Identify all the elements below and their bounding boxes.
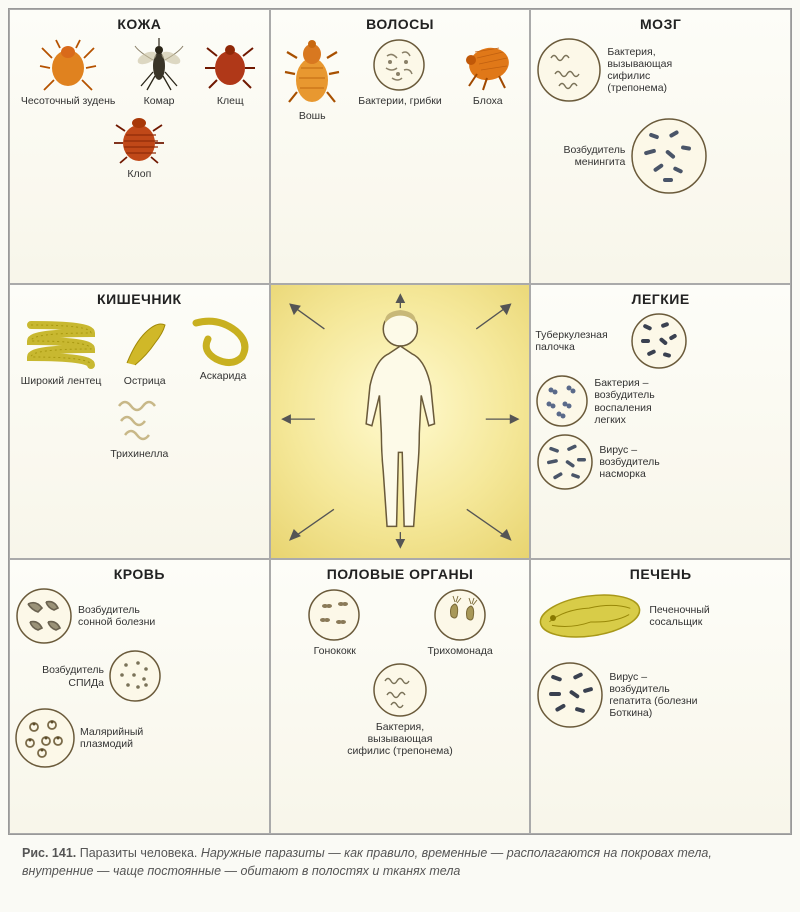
item-trichinella: Трихинелла <box>109 391 169 460</box>
label-flea: Блоха <box>473 95 503 107</box>
page: КОЖА Чесоточный зудень Комар <box>0 0 800 888</box>
label-mite: Чесоточный зудень <box>21 95 116 107</box>
micro-rods2-icon <box>535 432 595 492</box>
micro-spiral-icon-2 <box>371 661 429 719</box>
micro-flagella-icon <box>14 586 74 646</box>
label-sleeping: Возбудитель сонной болезни <box>78 604 168 628</box>
label-tick: Клещ <box>217 95 244 107</box>
label-fluke: Печеночный сосальщик <box>649 604 739 628</box>
micro-pairs-icon <box>307 588 362 643</box>
mite-icon <box>38 38 98 93</box>
figure-caption: Рис. 141. Паразиты человека. Наружные па… <box>8 835 792 880</box>
micro-rods3-icon <box>535 660 605 730</box>
row-malaria: Малярийный плазмодий <box>14 707 265 769</box>
tick-icon <box>203 38 258 93</box>
micro-dots-icon <box>108 649 163 704</box>
cell-title-blood: КРОВЬ <box>14 566 265 582</box>
row-fluke: Печеночный сосальщик <box>535 586 786 646</box>
micro-mixed-icon <box>372 38 427 93</box>
label-tb: Туберкулезная палочка <box>535 329 625 353</box>
item-mosquito: Комар <box>129 38 189 107</box>
cell-title-intestine: КИШЕЧНИК <box>14 291 265 307</box>
cell-blood: КРОВЬ Возбудитель сонной болезни Возбуди… <box>9 559 270 834</box>
cell-lungs: ЛЕГКИЕ Туберкулезная палочка Бактерия – … <box>530 284 791 559</box>
item-bedbug: Клоп <box>112 111 167 180</box>
label-syphilis-gen: Бактерия, вызывающая сифилис (трепонема) <box>345 721 455 757</box>
cell-title-lungs: ЛЕГКИЕ <box>535 291 786 307</box>
label-pneumonia: Бактерия – возбудитель воспаления легких <box>594 377 684 425</box>
label-meningitis: Возбудитель менингита <box>535 144 625 168</box>
row-pneumonia: Бактерия – возбудитель воспаления легких <box>535 374 786 429</box>
label-trichomonas: Трихомонада <box>428 645 493 657</box>
fluke-icon <box>535 586 645 646</box>
caption-title: Паразиты человека. <box>80 846 198 860</box>
label-pinworm: Острица <box>124 375 166 387</box>
item-tick: Клещ <box>203 38 258 107</box>
label-trichinella: Трихинелла <box>110 448 168 460</box>
item-louse: Вошь <box>283 38 341 122</box>
row-tb: Туберкулезная палочка <box>535 311 786 371</box>
label-mosquito: Комар <box>144 95 175 107</box>
trichinella-icon <box>109 391 169 446</box>
row-hepatitis: Вирус – возбудитель гепатита (болезни Бо… <box>535 660 786 730</box>
label-cold-virus: Вирус – возбудитель насморка <box>599 444 689 480</box>
cell-hair: ВОЛОСЫ Вошь Бактерии, грибки <box>270 9 531 284</box>
item-gonococcus: Гонококк <box>307 588 362 657</box>
item-mite: Чесоточный зудень <box>21 38 116 107</box>
cell-title-hair: ВОЛОСЫ <box>275 16 526 32</box>
label-malaria: Малярийный плазмодий <box>80 726 170 750</box>
cell-liver: ПЕЧЕНЬ Печеночный сосальщик Вирус – возб… <box>530 559 791 834</box>
label-tapeworm: Широкий лентец <box>21 375 102 387</box>
micro-cocci-icon <box>535 374 590 429</box>
mosquito-icon <box>129 38 189 93</box>
row-meningitis: Возбудитель менингита <box>535 116 786 196</box>
micro-spiral-icon <box>535 36 603 104</box>
item-flea: Блоха <box>459 38 517 107</box>
item-tapeworm: Широкий лентец <box>21 313 102 387</box>
micro-flagella-pear-icon <box>433 588 488 643</box>
ascaris-icon <box>188 313 258 368</box>
label-hepatitis: Вирус – возбудитель гепатита (болезни Бо… <box>609 671 699 719</box>
parasite-grid: КОЖА Чесоточный зудень Комар <box>8 8 792 835</box>
label-syphilis-brain: Бактерия, вызывающая сифилис (трепонема) <box>607 46 697 94</box>
item-ascaris: Аскарида <box>188 313 258 382</box>
cell-skin: КОЖА Чесоточный зудень Комар <box>9 9 270 284</box>
label-ascaris: Аскарида <box>200 370 247 382</box>
cell-title-skin: КОЖА <box>14 16 265 32</box>
row-syphilis-brain: Бактерия, вызывающая сифилис (трепонема) <box>535 36 786 104</box>
label-louse: Вошь <box>299 110 326 122</box>
cell-title-genitals: ПОЛОВЫЕ ОРГАНЫ <box>275 566 526 582</box>
item-bact-fungi: Бактерии, грибки <box>358 38 441 107</box>
cell-brain: МОЗГ Бактерия, вызывающая сифилис (трепо… <box>530 9 791 284</box>
micro-rings-icon <box>14 707 76 769</box>
row-aids: Возбудитель СПИДа <box>14 649 265 704</box>
micro-rods-dark-icon <box>629 311 689 371</box>
cell-title-brain: МОЗГ <box>535 16 786 32</box>
cell-title-liver: ПЕЧЕНЬ <box>535 566 786 582</box>
label-bedbug: Клоп <box>127 168 151 180</box>
cell-genitals: ПОЛОВЫЕ ОРГАНЫ Гонококк Трихомонада <box>270 559 531 834</box>
cell-center-human <box>270 284 531 559</box>
row-sleeping: Возбудитель сонной болезни <box>14 586 265 646</box>
row-cold-virus: Вирус – возбудитель насморка <box>535 432 786 492</box>
label-bact-fungi: Бактерии, грибки <box>358 95 441 107</box>
tapeworm-icon <box>21 313 101 373</box>
label-aids: Возбудитель СПИДа <box>14 664 104 688</box>
item-syphilis-gen: Бактерия, вызывающая сифилис (трепонема) <box>277 661 524 757</box>
item-pinworm: Острица <box>115 313 175 387</box>
item-trichomonas: Трихомонада <box>428 588 493 657</box>
caption-fignum: Рис. 141. <box>22 846 76 860</box>
human-figure-icon <box>275 291 526 552</box>
micro-rods-icon <box>629 116 709 196</box>
cell-intestine: КИШЕЧНИК Широкий лентец Острица Аскарида <box>9 284 270 559</box>
label-gonococcus: Гонококк <box>314 645 356 657</box>
louse-icon <box>283 38 341 108</box>
pinworm-icon <box>115 313 175 373</box>
bedbug-icon <box>112 111 167 166</box>
flea-icon <box>459 38 517 93</box>
